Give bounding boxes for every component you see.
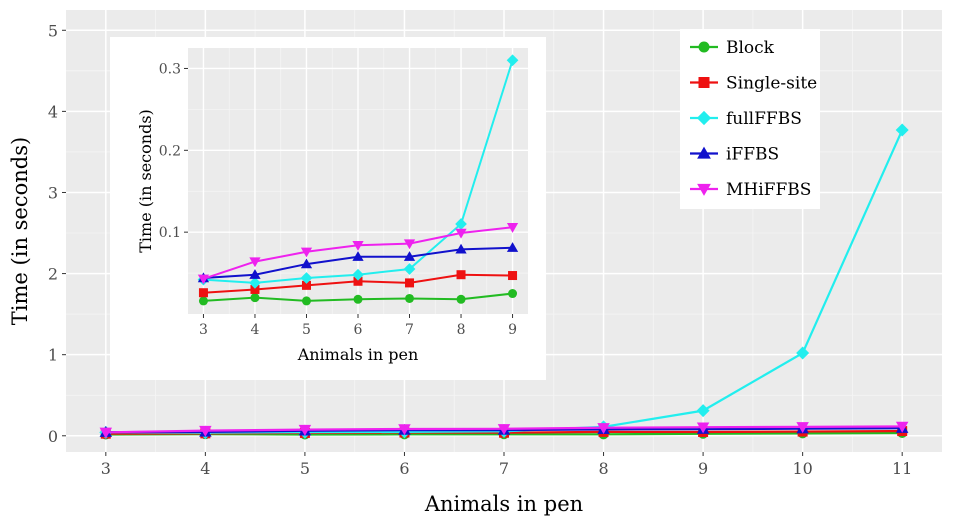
legend-label: MHiFFBS — [726, 180, 811, 200]
main-data-point — [895, 421, 909, 433]
inset-data-point — [403, 251, 416, 261]
legend-item: MHiFFBS — [690, 180, 811, 200]
inset-plot: 0.1 0.2 0.3 3 4 5 6 7 8 9 Animals in pen Time (in s… — [110, 37, 546, 380]
inset-data-point — [405, 293, 415, 303]
inset-y-axis-label: Time (in seconds) — [136, 109, 155, 253]
inset-data-point — [197, 274, 210, 285]
main-data-point — [99, 427, 113, 439]
main-data-point — [696, 404, 710, 418]
inset-data-point — [405, 278, 415, 288]
legend-item: iFFBS — [690, 145, 779, 165]
main-x-tick-label: 4 — [200, 459, 210, 478]
inset-data-point — [249, 277, 261, 289]
legend-key-marker — [697, 146, 711, 159]
main-data-point — [398, 424, 411, 436]
inset-x-tick-label: 9 — [508, 322, 517, 338]
inset-y-tick-label: 0.3 — [159, 61, 181, 77]
legend-label: fullFFBS — [726, 109, 802, 129]
inset-data-point — [249, 269, 261, 279]
inset-data-point — [455, 228, 467, 239]
main-x-tick-label: 3 — [101, 459, 111, 478]
inset-data-point — [250, 293, 260, 303]
main-data-point — [597, 423, 610, 435]
inset-data-point — [353, 294, 363, 304]
inset-data-point — [352, 241, 364, 251]
inset-data-point — [455, 243, 467, 254]
main-x-tick-label: 11 — [892, 459, 912, 478]
inset-data-point — [301, 296, 311, 306]
legend-key-marker — [698, 41, 710, 53]
inset-x-tick-label: 7 — [405, 322, 414, 338]
inset-data-point — [249, 257, 261, 268]
main-data-point — [497, 424, 511, 436]
inset-data-point — [300, 272, 313, 284]
main-data-point — [895, 123, 909, 137]
legend-item: Single-site — [690, 74, 817, 94]
inset-data-point — [352, 268, 364, 281]
inset-data-point — [506, 223, 519, 233]
inset-series — [198, 289, 518, 306]
legend-label: Block — [726, 38, 775, 58]
main-y-tick-label: 1 — [48, 346, 58, 365]
legend-item: Block — [690, 38, 775, 58]
main-y-tick-label: 0 — [48, 427, 58, 446]
main-data-point — [298, 424, 312, 436]
inset-data-point — [455, 218, 467, 230]
inset-data-point — [300, 258, 313, 269]
inset-data-point — [403, 239, 416, 250]
main-x-tick-label: 7 — [499, 459, 509, 478]
main-x-tick-label: 6 — [399, 459, 409, 478]
main-data-point — [796, 346, 810, 360]
inset-x-tick-label: 5 — [302, 322, 311, 338]
inset-x-tick-label: 4 — [251, 322, 260, 338]
main-x-tick-label: 9 — [698, 459, 708, 478]
inset-data-point — [508, 289, 518, 299]
main-x-tick-label: 5 — [300, 459, 310, 478]
main-y-tick-label: 4 — [48, 102, 58, 121]
legend-label: iFFBS — [726, 145, 779, 165]
main-y-tick-label: 2 — [48, 265, 58, 284]
inset-data-point — [250, 284, 260, 294]
inset-data-point — [198, 288, 208, 298]
inset-data-point — [456, 270, 466, 280]
inset-data-point — [403, 263, 416, 275]
main-x-tick-label: 10 — [792, 459, 812, 478]
main-x-axis-label: Animals in pen — [424, 492, 583, 516]
inset-y-tick-label: 0.1 — [159, 225, 181, 241]
main-y-axis-label: Time (in seconds) — [8, 137, 32, 325]
inset-y-tick-label: 0.2 — [159, 143, 181, 159]
legend-item: fullFFBS — [690, 109, 802, 129]
inset-x-tick-label: 3 — [199, 322, 208, 338]
inset-data-point — [506, 54, 519, 67]
main-y-tick-label: 3 — [48, 183, 58, 202]
inset-data-point — [300, 247, 313, 258]
inset-x-tick-label: 8 — [457, 322, 466, 338]
main-data-point — [796, 422, 809, 434]
legend-key-marker — [696, 110, 712, 126]
main-data-point — [199, 425, 212, 437]
main-data-point — [696, 422, 710, 434]
inset-x-axis-label: Animals in pen — [297, 345, 419, 364]
legend-key-marker — [697, 183, 711, 196]
inset-data-point — [352, 251, 364, 261]
inset-data-point — [456, 294, 466, 304]
main-x-tick-label: 8 — [598, 459, 608, 478]
main-y-tick-label: 5 — [48, 21, 58, 40]
legend: Block Single-site fullFFBS iFFBS MHiFFBS — [680, 29, 820, 209]
legend-label: Single-site — [726, 74, 817, 94]
legend-key-marker — [698, 77, 710, 88]
inset-data-point — [198, 296, 208, 306]
inset-data-point — [301, 280, 311, 290]
inset-series — [198, 270, 518, 298]
inset-x-tick-label: 6 — [354, 322, 363, 338]
inset-data-point — [506, 242, 519, 252]
inset-data-point — [508, 271, 518, 281]
main-series — [99, 421, 909, 439]
inset-series — [197, 223, 519, 285]
inset-data-point — [353, 276, 363, 286]
